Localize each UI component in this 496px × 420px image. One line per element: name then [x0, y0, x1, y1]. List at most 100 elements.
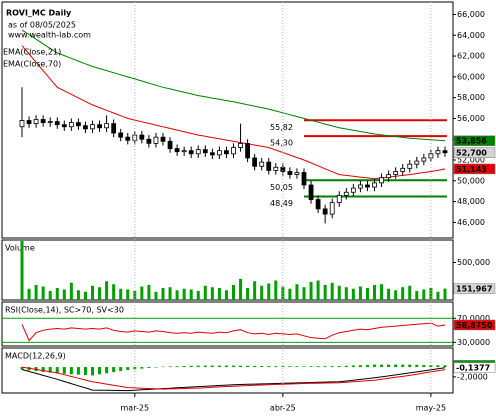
candle-body: [125, 136, 131, 141]
bar: [436, 291, 440, 300]
bar: [246, 365, 250, 368]
candle-body: [329, 202, 335, 215]
bar: [253, 365, 257, 368]
last-value-label: 151,967: [456, 285, 492, 294]
candle-body: [61, 124, 67, 128]
candle-body: [68, 122, 74, 128]
bar: [168, 287, 172, 300]
last-value-label: 51,143: [456, 165, 487, 174]
bar: [239, 279, 243, 300]
last-value-box: [453, 163, 496, 175]
panel: [1, 239, 454, 301]
bar: [232, 365, 235, 368]
candle-body: [188, 150, 194, 155]
bar: [365, 364, 369, 368]
y-tick-label: 50,000: [457, 176, 485, 185]
bar: [302, 366, 306, 368]
candle-body: [146, 138, 152, 144]
bar: [105, 281, 109, 300]
bar: [351, 288, 355, 300]
candle-body: [407, 163, 413, 169]
bar: [274, 280, 278, 300]
bar: [98, 287, 102, 300]
bar: [175, 366, 179, 368]
bar: [422, 289, 426, 300]
bar: [344, 365, 348, 368]
candle-body: [414, 160, 420, 165]
bar: [203, 285, 207, 300]
bar: [358, 286, 362, 300]
bar: [415, 291, 419, 300]
bar: [260, 366, 264, 368]
candle-body: [209, 152, 215, 156]
bar: [126, 289, 130, 300]
candle-body: [33, 119, 39, 125]
candle-body: [181, 150, 187, 153]
source: www.wealth-lab.com: [8, 31, 91, 40]
level-label: 50,05: [270, 183, 293, 192]
bar: [267, 366, 271, 368]
last-value-box: [453, 135, 496, 146]
bar: [408, 285, 412, 300]
candle-body: [308, 184, 314, 200]
bar: [309, 366, 313, 368]
candle-body: [372, 182, 377, 188]
bar: [302, 287, 306, 300]
series-line: [21, 366, 446, 390]
candle-body: [167, 140, 173, 149]
x-tick-label: mar-25: [121, 404, 150, 413]
bar: [330, 366, 334, 368]
bar: [62, 367, 66, 374]
y-tick-label: 70,0000: [457, 314, 490, 323]
candle-body: [336, 194, 342, 204]
bar: [323, 285, 327, 300]
candle-body: [19, 120, 25, 128]
y-tick-label: 52,000: [457, 156, 485, 165]
bar: [373, 285, 376, 300]
candle-body: [287, 171, 293, 175]
level-label: 54,30: [270, 139, 293, 148]
y-tick-label: 66,000: [457, 10, 485, 19]
candle-body: [386, 174, 392, 179]
candle-body: [216, 150, 222, 156]
candle-body: [259, 161, 265, 167]
bar: [91, 367, 94, 376]
x-tick-label: may-25: [416, 404, 446, 413]
bar: [217, 365, 221, 368]
bar: [140, 286, 144, 300]
candle-body: [301, 172, 307, 186]
bar: [281, 366, 285, 368]
candle-body: [245, 142, 251, 159]
bar: [401, 364, 405, 368]
bar: [182, 288, 186, 300]
bar: [288, 288, 292, 300]
bar: [337, 366, 341, 368]
bar: [210, 365, 214, 368]
y-tick-label: 500,000: [457, 258, 490, 267]
bar: [20, 367, 24, 370]
bar: [154, 367, 158, 368]
bar: [295, 284, 299, 300]
last-value-label: 53,856: [456, 137, 487, 146]
bar: [380, 364, 384, 368]
bar: [161, 366, 165, 368]
bar: [422, 364, 426, 368]
last-value-label: 58,8750: [456, 321, 493, 330]
bar: [147, 367, 151, 368]
bar: [48, 291, 52, 300]
bar: [232, 285, 235, 300]
bar: [224, 365, 228, 368]
bar: [189, 289, 193, 300]
bar: [316, 280, 320, 300]
bar: [48, 367, 52, 373]
panel-title: Volume: [5, 244, 35, 253]
candle-body: [343, 191, 349, 196]
bar: [83, 367, 87, 375]
candle-body: [104, 123, 109, 129]
y-tick-label: 62,000: [457, 52, 485, 61]
bar: [203, 365, 207, 368]
candle-body: [47, 121, 53, 123]
bar: [182, 366, 186, 368]
bar: [189, 365, 193, 368]
bar: [224, 290, 228, 300]
